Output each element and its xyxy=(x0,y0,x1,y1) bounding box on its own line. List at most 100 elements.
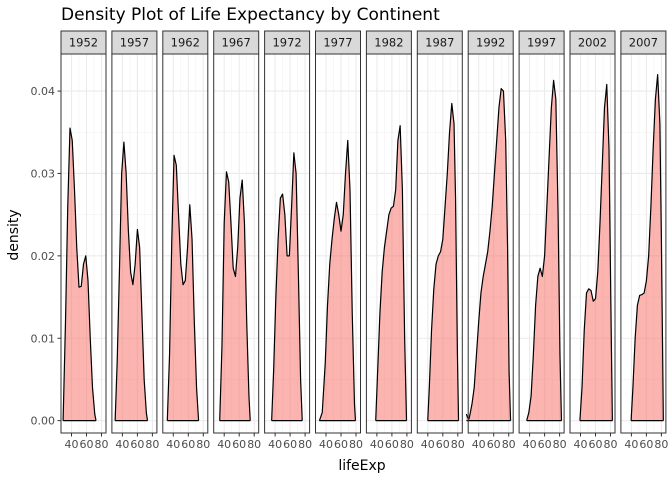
density-area-2002 xyxy=(579,84,613,421)
facet-label: 1987 xyxy=(425,36,454,50)
facet-label: 1967 xyxy=(222,36,251,50)
x-tick-label: 40 xyxy=(574,438,588,451)
density-area-1957 xyxy=(115,142,148,421)
facet-panel-1992: 1992 40 60 80 xyxy=(465,30,516,451)
facet-strip xyxy=(467,30,514,55)
x-tick-label: 80 xyxy=(604,438,618,451)
x-tick-label: 80 xyxy=(298,438,312,451)
x-tick-label: 40 xyxy=(624,438,638,451)
y-tick-label: 0.02 xyxy=(31,250,56,263)
x-tick-label: 40 xyxy=(115,438,129,451)
facet-panel-1952: 1952 40 60 80 xyxy=(60,30,109,451)
x-tick-label: 60 xyxy=(334,438,348,451)
x-tick-label: 80 xyxy=(95,438,109,451)
facet-label: 2002 xyxy=(578,36,607,50)
x-tick-label: 80 xyxy=(654,438,668,451)
x-tick-label: 60 xyxy=(181,438,195,451)
x-tick-label: 80 xyxy=(553,438,567,451)
x-tick-label: 40 xyxy=(65,438,79,451)
density-area-1967 xyxy=(219,171,251,421)
x-tick-label: 80 xyxy=(451,438,465,451)
facet-label: 1957 xyxy=(120,36,149,50)
x-tick-label: 60 xyxy=(283,438,297,451)
density-area-1992 xyxy=(466,88,511,421)
facet-label: 2007 xyxy=(629,36,658,50)
facet-strip xyxy=(365,30,412,55)
x-tick-label: 40 xyxy=(421,438,435,451)
facet-panel-2002: 2002 40 60 80 xyxy=(569,30,618,451)
x-tick-label: 60 xyxy=(639,438,653,451)
x-tick-label: 40 xyxy=(217,438,231,451)
facet-panel-1962: 1962 40 60 80 xyxy=(162,30,210,451)
x-tick-label: 40 xyxy=(268,438,282,451)
density-area-1982 xyxy=(375,125,407,421)
y-tick-label: 0.04 xyxy=(31,85,56,98)
density-line-2007 xyxy=(630,74,664,421)
density-line-1952 xyxy=(62,127,97,421)
facet-label: 1972 xyxy=(272,36,301,50)
facet-label: 1952 xyxy=(69,36,98,50)
y-tick-label: 0.00 xyxy=(31,415,56,428)
facet-strip xyxy=(60,30,107,55)
facet-strip xyxy=(518,30,565,55)
density-line-1982 xyxy=(375,125,408,421)
x-tick-label: 60 xyxy=(232,438,246,451)
x-tick-label: 40 xyxy=(472,438,486,451)
x-tick-label: 40 xyxy=(319,438,333,451)
y-tick-label: 0.03 xyxy=(31,167,56,180)
density-line-1997 xyxy=(526,79,563,421)
facet-panel-1987: 1987 40 60 80 xyxy=(416,30,465,451)
facet-panel-1957: 1957 40 60 80 xyxy=(111,30,159,451)
facet-panel-1967: 1967 40 60 80 xyxy=(213,30,261,451)
x-axis-title: lifeExp xyxy=(338,458,385,474)
facet-strip xyxy=(620,30,667,55)
density-area-1987 xyxy=(427,103,459,421)
density-area-1952 xyxy=(63,128,97,421)
x-tick-label: 60 xyxy=(538,438,552,451)
density-line-1992 xyxy=(465,88,512,421)
facet-panel-2007: 2007 40 60 80 xyxy=(620,30,668,451)
x-tick-label: 80 xyxy=(247,438,261,451)
density-line-1962 xyxy=(166,154,200,421)
x-tick-label: 60 xyxy=(80,438,94,451)
x-tick-label: 80 xyxy=(400,438,414,451)
density-line-1967 xyxy=(219,171,251,421)
x-tick-label: 60 xyxy=(589,438,603,451)
x-tick-label: 60 xyxy=(130,438,144,451)
x-tick-label: 60 xyxy=(487,438,501,451)
density-line-1972 xyxy=(271,152,303,421)
density-area-2007 xyxy=(631,74,664,421)
facet-panel-1997: 1997 40 60 80 xyxy=(518,30,567,451)
y-axis: 0.00 0.01 0.02 0.03 0.04 xyxy=(31,85,61,428)
density-line-1957 xyxy=(114,141,149,421)
density-area-1997 xyxy=(526,80,562,421)
density-line-1987 xyxy=(427,102,460,421)
facet-label: 1977 xyxy=(323,36,352,50)
x-tick-label: 80 xyxy=(502,438,516,451)
x-tick-label: 40 xyxy=(166,438,180,451)
facet-strip xyxy=(213,30,260,55)
facet-strip xyxy=(162,30,209,55)
facet-strip xyxy=(569,30,616,55)
y-tick-label: 0.01 xyxy=(31,332,56,345)
x-tick-label: 80 xyxy=(145,438,159,451)
facet-strip xyxy=(264,30,311,55)
x-tick-label: 60 xyxy=(385,438,399,451)
facet-label: 1982 xyxy=(374,36,403,50)
facet-label: 1997 xyxy=(527,36,556,50)
density-line-2002 xyxy=(579,83,613,421)
x-tick-label: 60 xyxy=(436,438,450,451)
facet-panel-1972: 1972 40 60 80 xyxy=(264,30,312,451)
facet-strip xyxy=(416,30,463,55)
density-line-1977 xyxy=(318,139,357,421)
y-axis-title: density xyxy=(6,209,22,260)
chart-title: Density Plot of Life Expectancy by Conti… xyxy=(61,5,440,25)
x-tick-label: 80 xyxy=(349,438,363,451)
x-tick-label: 80 xyxy=(196,438,210,451)
facet-strip xyxy=(315,30,361,55)
facet-label: 1992 xyxy=(476,36,505,50)
x-tick-label: 40 xyxy=(370,438,384,451)
facet-label: 1962 xyxy=(171,36,200,50)
